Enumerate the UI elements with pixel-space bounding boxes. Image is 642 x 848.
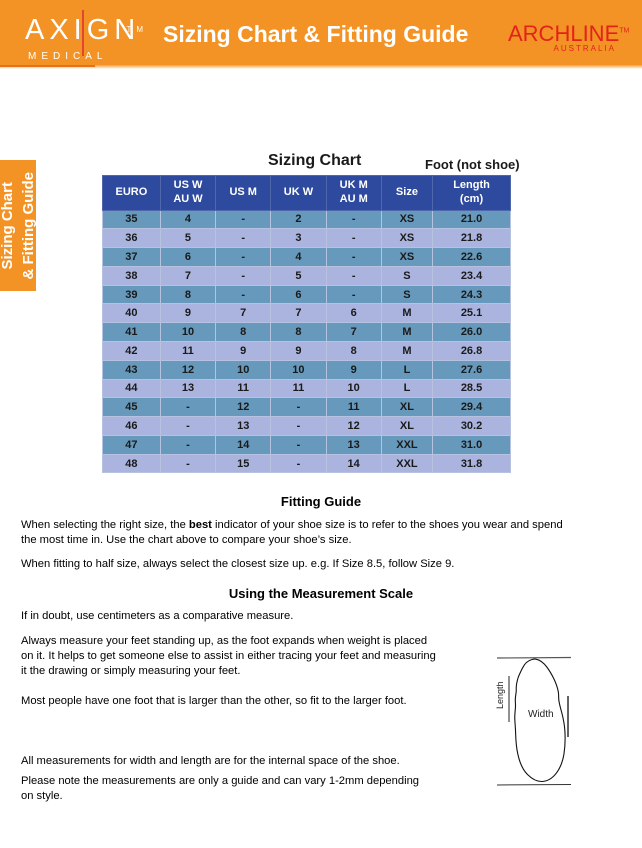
svg-text:Length: Length: [495, 681, 505, 709]
svg-text:Width: Width: [528, 709, 554, 720]
